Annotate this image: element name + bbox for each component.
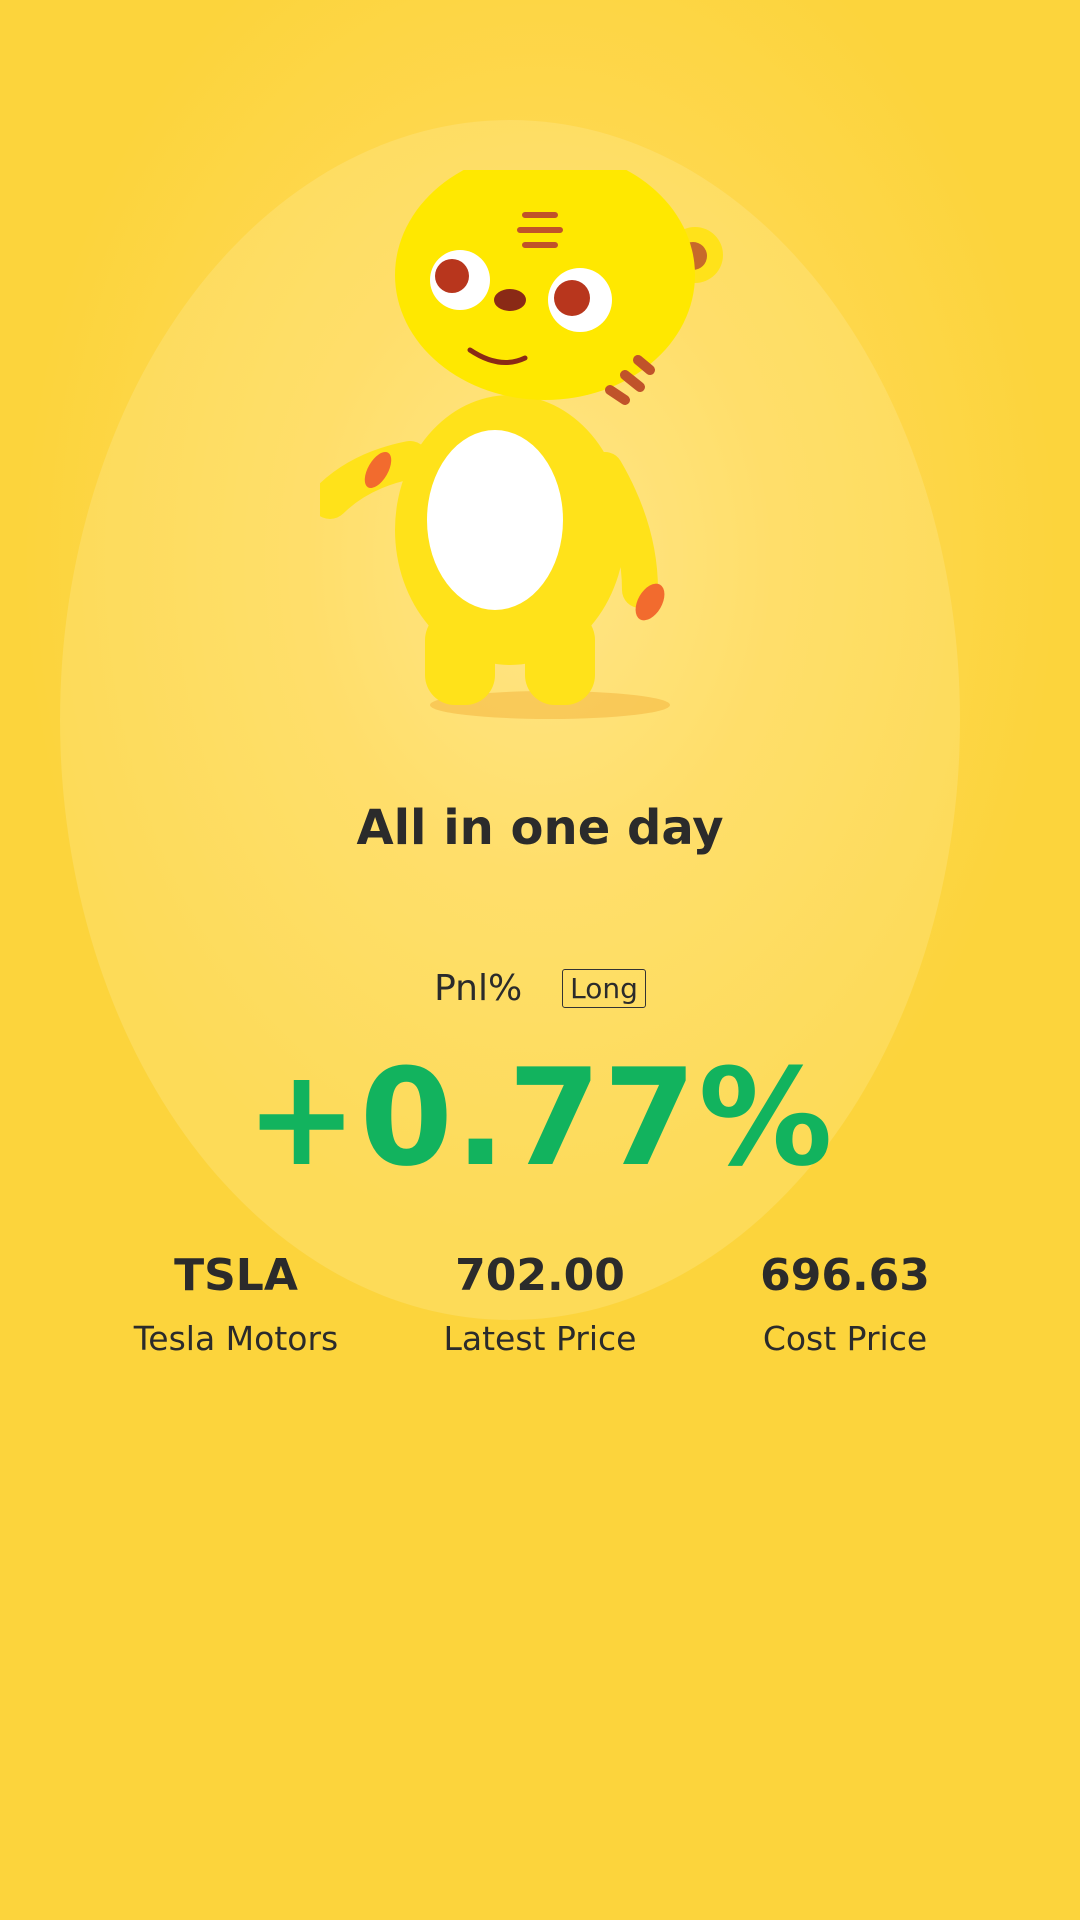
stat-latest-price: 702.00 Latest Price (370, 1250, 710, 1358)
stat-symbol: TSLA Tesla Motors (66, 1250, 406, 1358)
pnl-row: Pnl% Long (0, 968, 1080, 1009)
stat-value: 696.63 (760, 1250, 930, 1301)
stat-cost-price: 696.63 Cost Price (675, 1250, 1015, 1358)
stat-label: Latest Price (443, 1319, 637, 1358)
page-title: All in one day (356, 800, 724, 856)
stat-value: TSLA (174, 1250, 298, 1301)
direction-badge: Long (562, 969, 646, 1008)
stat-value: 702.00 (455, 1250, 625, 1301)
stat-label: Tesla Motors (133, 1319, 339, 1358)
pnl-label: Pnl% (434, 968, 523, 1009)
stat-label: Cost Price (762, 1319, 928, 1358)
tiger-mascot-icon (320, 170, 723, 719)
pnl-value: +0.77% (245, 1040, 835, 1196)
